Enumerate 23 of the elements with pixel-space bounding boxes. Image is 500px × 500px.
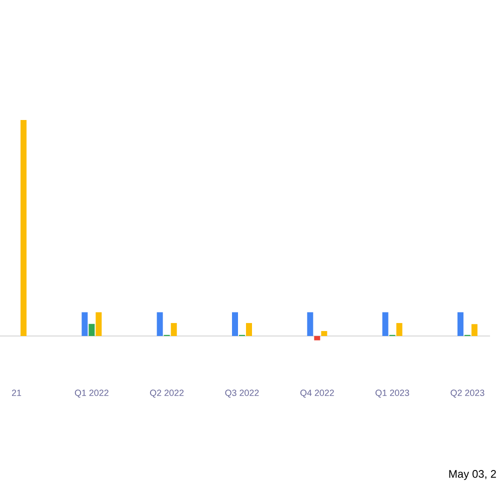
bar	[96, 312, 102, 336]
x-tick-label: 21	[12, 390, 22, 396]
bar	[156, 312, 163, 336]
x-tick-label: Q4 2022	[300, 390, 334, 398]
bar	[88, 324, 95, 336]
bar	[314, 336, 320, 340]
x-tick-label: Q1 2023	[376, 390, 410, 398]
text: May 03, 2	[449, 470, 496, 480]
bar	[321, 331, 328, 336]
x-tick-label: Q3 2022	[225, 390, 259, 398]
bar	[457, 312, 464, 336]
x-tick-label: Q1 2022	[74, 390, 108, 398]
bar	[246, 323, 252, 336]
bar	[307, 312, 314, 336]
bar	[82, 312, 88, 336]
bar	[232, 312, 238, 336]
x-tick-label: Q2 2023	[450, 390, 484, 398]
bar	[396, 323, 402, 336]
bar	[170, 323, 177, 336]
x-tick-label: Q2 2022	[150, 390, 184, 398]
bar	[471, 324, 478, 336]
bar	[382, 312, 388, 336]
bar	[20, 120, 27, 336]
